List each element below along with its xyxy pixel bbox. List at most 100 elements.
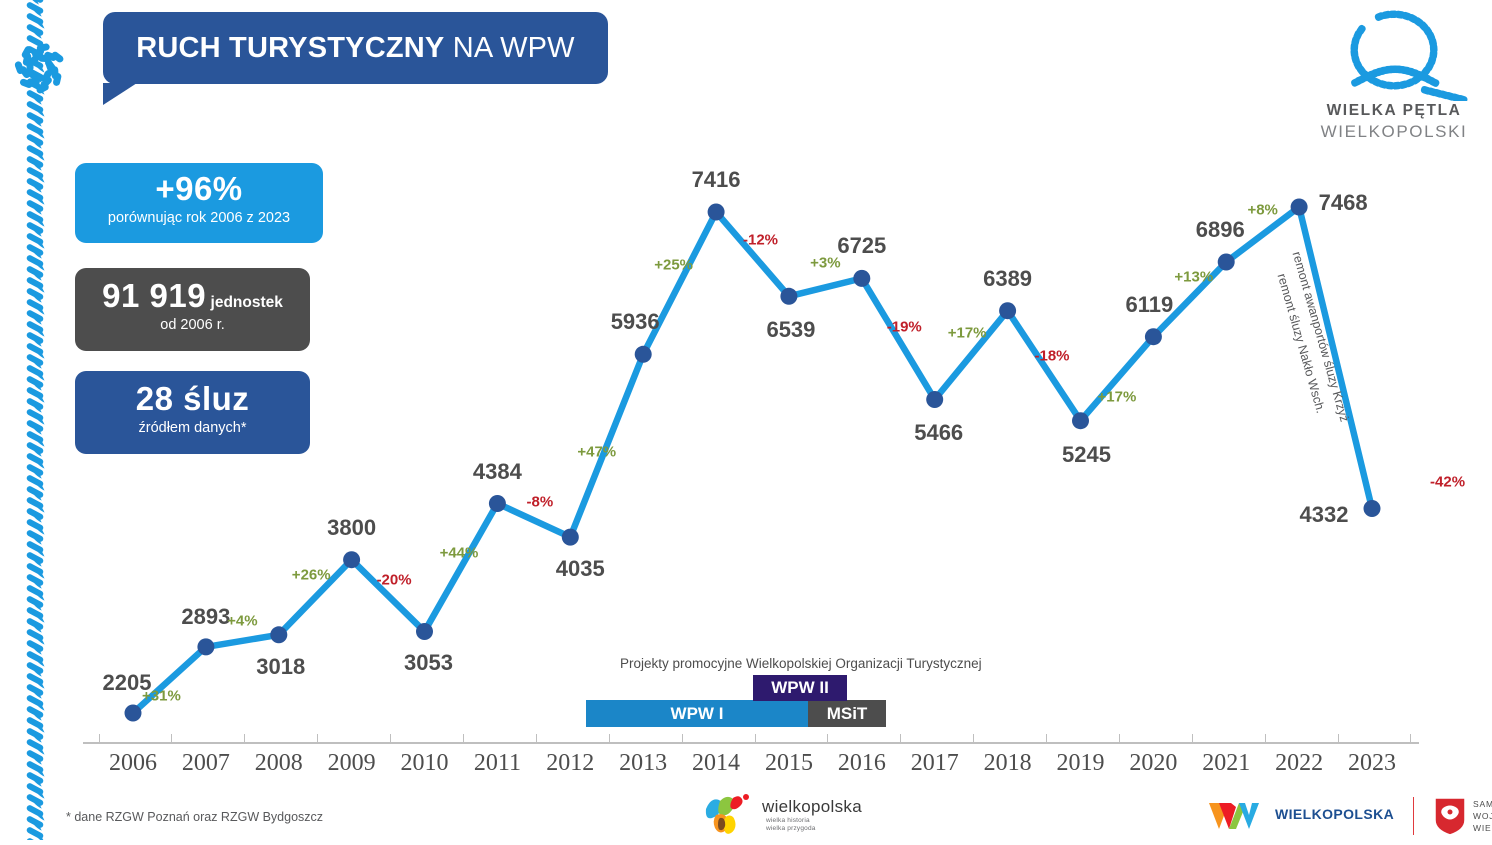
- data-point-2020: [1144, 328, 1162, 346]
- data-point-2017: [926, 391, 944, 408]
- pct-change-2021-2022: +8%: [1247, 201, 1278, 219]
- data-point-2009: [343, 551, 361, 569]
- data-label-2014: 7416: [691, 166, 741, 192]
- stat-card-locks: 28 śluz źródłem danych*: [75, 371, 310, 454]
- samorzad-line-1: SAMORZĄD: [1473, 799, 1492, 809]
- rope-loop-icon: [1350, 10, 1468, 104]
- stat-percent-value: +96%: [155, 170, 243, 207]
- pct-change-2008-2009: +26%: [291, 566, 331, 584]
- footnote: * dane RZGW Poznań oraz RZGW Bydgoszcz: [66, 810, 324, 824]
- x-tick-2016: [827, 734, 829, 743]
- stat-percent-caption: porównując rok 2006 z 2023: [107, 210, 291, 226]
- x-label-2010: 2010: [400, 750, 449, 776]
- x-label-2019: 2019: [1056, 750, 1105, 776]
- x-tick-2012: [535, 734, 537, 743]
- pct-change-2013-2014: +25%: [654, 256, 694, 274]
- pct-change-2017-2018: +17%: [947, 324, 987, 342]
- wielkopolska-mark-icon: [705, 794, 749, 834]
- data-label-2008: 3018: [256, 653, 306, 679]
- pct-change-2009-2010: -20%: [376, 571, 412, 589]
- pct-change-2022-2023: -42%: [1430, 473, 1466, 491]
- logo-line-2: WIELKOPOLSKI: [1320, 122, 1468, 141]
- samorzad-line-2: WOJEWÓDZTWA: [1473, 811, 1492, 821]
- pct-change-2006-2007: +31%: [142, 687, 181, 705]
- x-tick-2007: [171, 734, 173, 743]
- x-label-2022: 2022: [1275, 750, 1324, 776]
- x-label-2023: 2023: [1348, 750, 1396, 776]
- data-label-2020: 6119: [1125, 291, 1174, 317]
- wielkopolska-logo-name: wielkopolska: [762, 797, 862, 816]
- pct-change-2018-2019: -18%: [1034, 347, 1070, 365]
- data-label-2015: 6539: [766, 317, 816, 343]
- x-label-2015: 2015: [764, 750, 813, 776]
- x-tick-2021: [1191, 734, 1193, 743]
- pct-change-2015-2016: +3%: [810, 254, 841, 272]
- pct-change-2019-2020: +17%: [1097, 388, 1137, 406]
- project-bar-wpw2: WPW II: [753, 675, 847, 701]
- data-point-2008: [270, 626, 288, 644]
- x-tick-2023: [1337, 734, 1339, 743]
- data-point-2022: [1290, 198, 1308, 216]
- data-point-2013: [634, 345, 652, 363]
- data-label-2010: 3053: [404, 650, 453, 676]
- x-tick-2019: [1046, 734, 1048, 743]
- title-bubble-tail: [103, 83, 137, 105]
- data-label-2021: 6896: [1195, 216, 1245, 242]
- data-point-2019: [1072, 412, 1089, 430]
- samorzad-line-3: WIELKOPOLSKIEGO: [1473, 823, 1492, 833]
- x-axis-line: [83, 742, 1419, 744]
- samorzad-logo-name: WIELKOPOLSKA: [1275, 806, 1395, 822]
- x-label-2013: 2013: [619, 750, 668, 776]
- data-label-2017: 5466: [914, 420, 964, 446]
- x-tick-2020: [1118, 734, 1120, 743]
- x-tick-2014: [681, 734, 683, 743]
- pct-change-2010-2011: +44%: [439, 544, 479, 562]
- x-label-2011: 2011: [473, 750, 521, 776]
- x-tick-2011: [462, 734, 464, 743]
- data-label-2023: 4332: [1299, 501, 1349, 527]
- page-title: RUCH TURYSTYCZNY NA WPW: [136, 32, 575, 65]
- wielkopolska-w-icon: [1209, 803, 1259, 829]
- x-label-2017: 2017: [910, 750, 959, 776]
- data-label-2013: 5936: [610, 309, 660, 335]
- annotation-remont-krzyz: remont awanportów śluzy Krzyż: [1289, 250, 1352, 424]
- x-tick-2015: [754, 734, 756, 743]
- data-point-2014: [707, 203, 725, 221]
- x-label-2020: 2020: [1129, 750, 1178, 776]
- pct-change-2014-2015: -12%: [742, 231, 779, 249]
- wielkopolska-logo-tagline-1: wielka historia: [766, 817, 810, 824]
- pct-change-2020-2021: +13%: [1174, 268, 1214, 286]
- data-point-2010: [416, 623, 433, 640]
- wielka-petla-logo: WIELKA PĘTLA WIELKOPOLSKI: [1310, 6, 1478, 148]
- pct-change-2007-2008: +4%: [227, 612, 258, 630]
- data-label-2018: 6389: [983, 265, 1033, 291]
- data-point-2018: [999, 302, 1017, 320]
- data-point-2011: [488, 495, 506, 512]
- data-label-2016: 6725: [837, 233, 887, 259]
- project-bar-wpw1: WPW I: [586, 700, 808, 727]
- data-point-2023: [1363, 500, 1381, 517]
- data-label-2009: 3800: [327, 514, 377, 540]
- x-label-2006: 2006: [109, 750, 157, 776]
- x-tick-2006: [98, 734, 100, 743]
- page-title-rest: NA WPW: [444, 31, 575, 64]
- rope-decoration: [0, 0, 74, 845]
- annotation-remont-naklo: remont śluzy Nakło Wsch.: [1274, 272, 1328, 415]
- x-label-2012: 2012: [546, 750, 595, 776]
- x-label-2007: 2007: [181, 750, 230, 776]
- projects-caption: Projekty promocyjne Wielkopolskiej Organ…: [620, 656, 982, 671]
- data-label-2006: 2205: [102, 670, 152, 695]
- stat-units-caption: od 2006 r.: [160, 317, 225, 333]
- samorzad-wojewodztwa-logo: WIELKOPOLSKA SAMORZĄD WOJEWÓDZTWA WIELKO…: [1205, 795, 1492, 837]
- logo-line-1: WIELKA PĘTLA: [1326, 102, 1462, 119]
- data-label-2019: 5245: [1061, 441, 1111, 467]
- stat-card-units: 91 919 jednostek od 2006 r.: [75, 268, 310, 351]
- logo-divider: [1413, 797, 1414, 835]
- pct-change-2016-2017: -19%: [886, 318, 922, 336]
- wielkopolska-coat-of-arms-icon: [1434, 797, 1466, 836]
- page-title-bubble: RUCH TURYSTYCZNY NA WPW: [103, 12, 608, 84]
- data-point-2012: [561, 528, 579, 546]
- x-label-2016: 2016: [837, 750, 886, 776]
- x-tick-2008: [244, 734, 246, 743]
- data-point-2006: [124, 704, 142, 722]
